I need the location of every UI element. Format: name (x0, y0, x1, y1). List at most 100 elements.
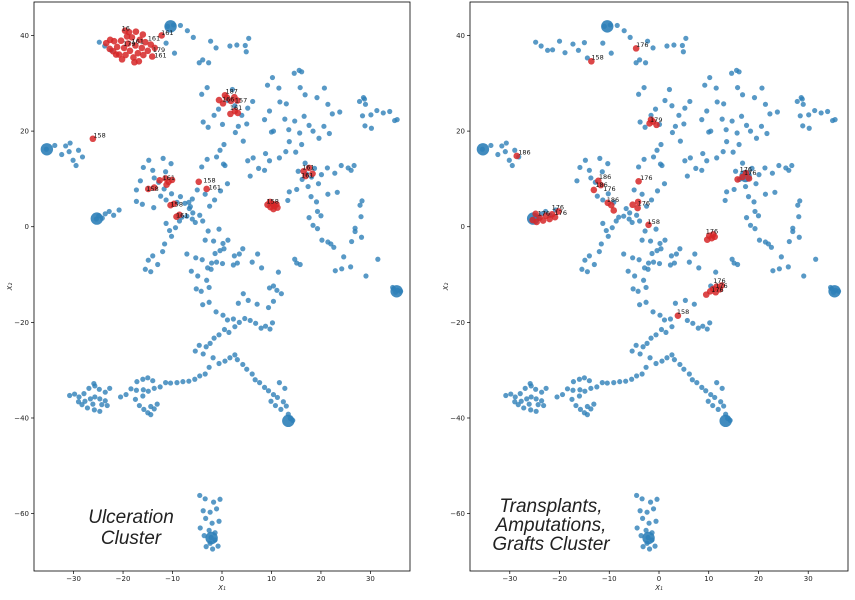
x-tick-label: −20 (116, 575, 131, 583)
data-point (123, 391, 129, 398)
highlighted-point (234, 109, 242, 117)
data-point (729, 118, 735, 124)
data-point (357, 202, 363, 208)
highlighted-point (302, 172, 309, 180)
data-point (640, 344, 646, 350)
data-point (637, 218, 643, 224)
data-point (107, 385, 113, 391)
data-point (503, 140, 509, 146)
highlighted-point (156, 177, 163, 184)
data-point (276, 380, 282, 386)
data-point (111, 212, 117, 218)
highlighted-point (718, 282, 725, 289)
data-point (199, 164, 205, 170)
highlighted-point (195, 178, 203, 186)
data-point (614, 22, 620, 29)
highlighted-point (158, 32, 165, 39)
data-point (197, 525, 203, 531)
y-tick-label: 0 (461, 223, 465, 231)
point-annotation: 16 (122, 25, 130, 33)
data-point (79, 402, 85, 408)
data-point (658, 246, 664, 252)
data-point (714, 155, 720, 161)
data-point (145, 375, 151, 381)
data-point (348, 264, 354, 270)
data-point (650, 309, 656, 315)
data-point (204, 277, 210, 283)
point-annotation: 161 (148, 35, 160, 43)
data-point (234, 357, 240, 363)
data-point (202, 237, 208, 243)
highlighted-point (634, 204, 641, 212)
point-annotation: 186 (607, 196, 619, 204)
data-point (768, 244, 775, 250)
data-point (213, 259, 220, 265)
data-point (734, 261, 741, 268)
cluster-marker-point (90, 212, 104, 225)
data-point (216, 332, 222, 338)
data-point (643, 284, 649, 291)
highlighted-point (539, 217, 547, 224)
data-point (681, 366, 687, 372)
data-point (635, 288, 641, 294)
data-point (267, 326, 273, 332)
data-point (301, 113, 307, 119)
data-point (502, 149, 508, 155)
point-annotation: 158 (648, 218, 660, 226)
data-point (163, 40, 169, 46)
data-point (297, 130, 303, 136)
data-point (151, 205, 157, 211)
data-point (621, 213, 627, 219)
data-point (623, 205, 629, 212)
data-point (374, 107, 380, 114)
data-point (142, 266, 148, 272)
data-point (747, 128, 754, 134)
data-point (234, 42, 240, 48)
data-point (626, 216, 632, 222)
data-point (663, 329, 669, 336)
highlighted-point (597, 181, 605, 189)
data-point (517, 391, 523, 397)
data-point (638, 533, 644, 539)
data-point (751, 199, 757, 205)
x-tick-label: −30 (502, 575, 517, 583)
highlighted-point (610, 207, 618, 214)
data-point (63, 143, 69, 149)
data-point (636, 164, 642, 170)
data-point (629, 348, 635, 354)
data-point (569, 396, 575, 402)
data-point (252, 377, 258, 383)
data-point (394, 117, 400, 123)
y-tick-label: 40 (456, 32, 465, 40)
data-point (600, 220, 606, 226)
data-point (704, 326, 710, 332)
scatter-panel-1: −30 −20 −10 0 10 20 30−60−40−2002040X₁X₂161611… (6, 1, 411, 592)
data-point (318, 213, 324, 219)
data-point (634, 492, 640, 499)
data-point (282, 116, 288, 122)
data-point (642, 60, 649, 66)
data-point (643, 299, 649, 305)
data-point (682, 105, 688, 111)
highlighted-point (124, 40, 132, 47)
data-point (671, 42, 677, 48)
y-tick-label: 20 (20, 128, 29, 136)
data-point (206, 60, 212, 66)
data-point (605, 233, 611, 239)
data-point (102, 211, 108, 217)
point-annotation: 161 (154, 51, 166, 59)
data-point (797, 198, 803, 204)
data-point (133, 198, 140, 204)
data-point (206, 284, 212, 291)
data-point (208, 266, 214, 272)
point-annotation: 161 (176, 212, 188, 220)
data-point (145, 257, 151, 263)
highlighted-point (120, 44, 128, 52)
data-point (646, 546, 653, 552)
data-point (236, 319, 242, 325)
data-point (203, 344, 209, 350)
data-point (362, 123, 368, 129)
data-point (229, 86, 235, 93)
data-point (198, 288, 204, 294)
